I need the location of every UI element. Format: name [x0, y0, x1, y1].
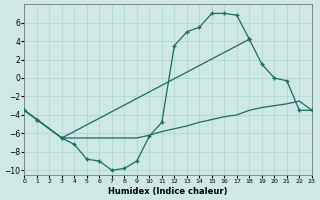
X-axis label: Humidex (Indice chaleur): Humidex (Indice chaleur)	[108, 187, 228, 196]
